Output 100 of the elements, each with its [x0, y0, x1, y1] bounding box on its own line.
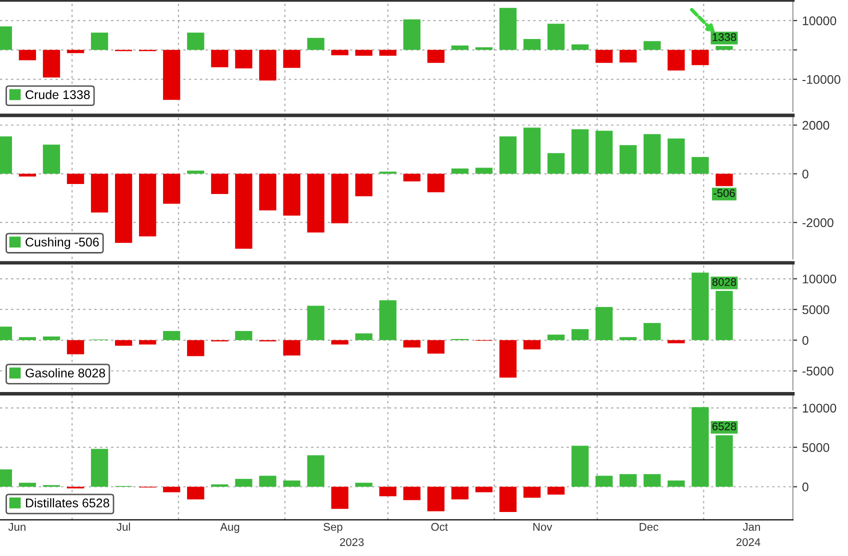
bar: [620, 145, 637, 174]
bar: [475, 47, 493, 50]
bar: [596, 130, 613, 174]
bar: [163, 174, 180, 204]
bar: [331, 174, 348, 224]
bar: [547, 486, 565, 495]
bar: [620, 474, 637, 487]
bar: [403, 486, 420, 500]
bar: [355, 174, 372, 196]
bar: [692, 157, 709, 174]
bar: [379, 486, 396, 496]
legend-label: Crude 1338: [26, 90, 90, 100]
bar: [66, 50, 84, 54]
bar: [259, 50, 276, 80]
data-label: 8028: [712, 278, 736, 286]
bar: [451, 46, 469, 50]
bar: [187, 486, 204, 500]
bar: [283, 50, 300, 68]
bar: [355, 50, 372, 56]
bar: [42, 50, 60, 78]
legend-label: Cushing -506: [26, 237, 99, 249]
bar: [644, 474, 661, 487]
bar: [187, 170, 204, 174]
legend-label: Distillates 6528: [26, 498, 110, 508]
y-tick-label: 10000: [802, 16, 836, 26]
bar: [547, 24, 565, 50]
series-label: Gasoline 8028: [26, 368, 106, 378]
y-tick-label: -10000: [802, 75, 840, 84]
bar: [114, 340, 132, 346]
bar: [235, 330, 252, 340]
bar: [139, 174, 156, 236]
text: 2024: [736, 538, 760, 546]
y-tick-label: 0: [802, 336, 808, 345]
y-tick-label: 0: [802, 482, 808, 492]
bar: [331, 486, 348, 509]
bar: [668, 340, 685, 344]
bar: [66, 174, 84, 184]
bar: [499, 486, 517, 512]
bar: [355, 333, 372, 340]
y-tick-label: -2000: [802, 218, 834, 228]
bar: [499, 8, 517, 50]
y-tick-label: 10000: [802, 274, 836, 284]
x-tick-label: Nov: [533, 523, 552, 531]
y-tick-label: 10000: [802, 404, 836, 413]
bar: [596, 476, 613, 487]
bar: [668, 480, 685, 487]
bar: [42, 336, 60, 340]
bar: [235, 174, 252, 249]
bar: [571, 44, 589, 50]
bar: [596, 50, 613, 63]
bar: [620, 50, 637, 63]
y-tick-label: 5000: [802, 305, 830, 314]
bar: [547, 334, 565, 340]
data-label: 1338: [712, 33, 736, 42]
bar: [18, 174, 36, 176]
bar: [571, 129, 589, 174]
bar: [475, 486, 493, 492]
bar: [235, 478, 252, 487]
bar: [259, 174, 276, 210]
x-tick-label: Oct: [431, 522, 448, 531]
bar: [18, 337, 36, 340]
bar: [307, 306, 324, 340]
bar: [499, 136, 517, 174]
bar: [259, 476, 276, 487]
bar: [403, 174, 420, 182]
bar: [523, 486, 541, 498]
bar: [235, 50, 252, 68]
bar: [379, 50, 396, 56]
bar: [283, 480, 300, 487]
bar: [620, 337, 637, 340]
data-label: 6528: [712, 422, 736, 430]
bar: [523, 128, 541, 174]
bar: [331, 50, 348, 56]
bar: [114, 174, 132, 243]
bar: [379, 300, 396, 340]
bar: [331, 340, 348, 344]
bar: [90, 32, 108, 50]
y-tick-label: 5000: [802, 443, 830, 452]
bar: [644, 41, 661, 50]
y-tick-label: 2000: [802, 120, 830, 130]
bar: [596, 307, 613, 340]
bar: [644, 134, 661, 174]
bar: [163, 330, 180, 340]
bar: [523, 39, 541, 50]
bar: [307, 38, 324, 50]
bar: [571, 329, 589, 340]
bar: [692, 407, 709, 487]
bar: [668, 50, 685, 70]
bar: [427, 340, 444, 354]
x-tick-label: Sep: [324, 522, 342, 533]
bar: [187, 32, 204, 50]
bar: [644, 322, 661, 340]
x-tick-label: Dec: [640, 523, 658, 531]
bar: [211, 50, 228, 68]
x-tick-label: Jul: [116, 522, 130, 531]
bar: [547, 153, 565, 174]
bar: [475, 168, 493, 174]
bar: [668, 138, 685, 174]
bar: [42, 144, 60, 174]
bar: [523, 340, 541, 350]
